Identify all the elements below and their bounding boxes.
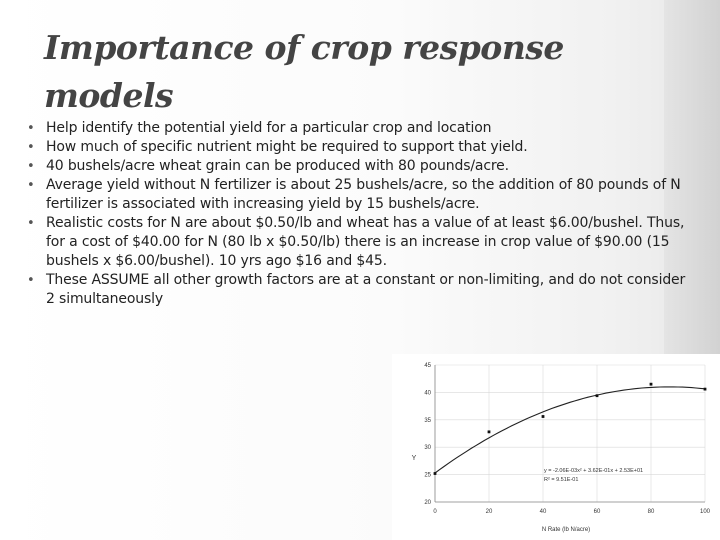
y-tick-label: 35: [424, 418, 431, 424]
data-point: [433, 472, 437, 475]
y-tick-label: 25: [424, 473, 431, 479]
y-tick-label: 40: [424, 390, 431, 396]
x-tick-label: 20: [486, 509, 493, 515]
data-points: [433, 382, 707, 475]
y-axis-label: Y: [412, 455, 417, 462]
data-point: [703, 387, 707, 391]
chart-grid: [434, 364, 706, 503]
data-point: [595, 394, 599, 398]
data-point: [541, 415, 545, 418]
trendline: [434, 386, 706, 474]
x-tick-label: 100: [700, 509, 711, 515]
slide-title: Importance of crop response models: [44, 28, 564, 115]
x-tick-label: 80: [648, 509, 655, 515]
bullet-item: How much of specific nutrient might be r…: [27, 138, 687, 157]
chart-axes: [434, 365, 705, 503]
bullet-item: These ASSUME all other growth factors ar…: [27, 271, 687, 309]
trend-equation: y = -2.06E-03x² + 3.62E-01x + 2.53E+01: [544, 468, 643, 474]
data-point: [487, 430, 491, 434]
x-tick-label: 0: [433, 509, 437, 515]
r-squared-label: R² = 9.51E-01: [544, 477, 578, 483]
yield-response-chart: 20 25 30 35 40 45 0 20 40 60 80 100 y = -2.06E-03x²…: [392, 354, 720, 540]
data-point: [649, 382, 653, 386]
y-tick-label: 20: [424, 500, 431, 506]
y-tick-label: 30: [424, 445, 431, 451]
x-tick-label: 60: [594, 509, 601, 515]
y-tick-label: 45: [424, 363, 431, 369]
bullet-item: Help identify the potential yield for a …: [27, 119, 687, 138]
bullet-list: Help identify the potential yield for a …: [27, 119, 687, 309]
x-tick-label: 40: [540, 509, 547, 515]
x-axis-label: N Rate (lb N/acre): [542, 527, 590, 533]
bullet-item: Average yield without N fertilizer is ab…: [27, 176, 687, 214]
bullet-item: Realistic costs for N are about $0.50/lb…: [27, 214, 687, 271]
bullet-item: 40 bushels/acre wheat grain can be produ…: [27, 157, 687, 176]
